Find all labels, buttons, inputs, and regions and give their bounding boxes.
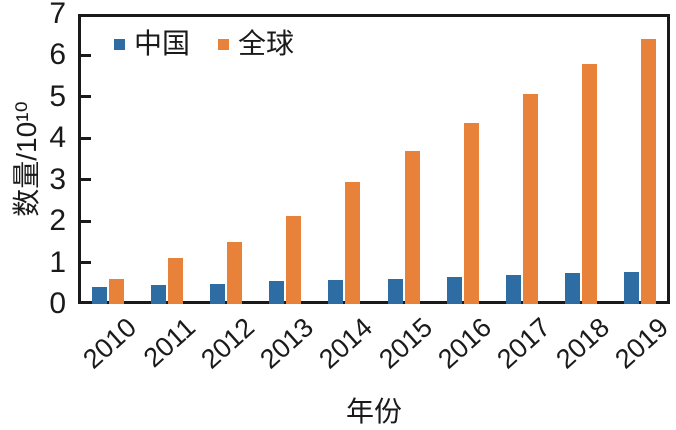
legend: 中国 全球 [114,28,294,60]
y-tick-label: 3 [49,162,66,196]
legend-swatch-china-icon [114,38,125,50]
bar-中国-2017 [506,274,521,304]
x-axis-label: 年份 [345,396,402,427]
y-tick-label: 6 [49,38,66,72]
bar-中国-2013 [269,281,285,304]
y-tick-label: 7 [49,0,66,30]
bar-中国-2015 [387,278,403,304]
bars-layer: 中国 全球 [78,14,670,304]
legend-swatch-global-icon [218,38,230,50]
x-tick-label-2014: 2014 [313,312,379,375]
legend-item-china: 中国 [114,28,190,60]
bar-全球-2012 [227,241,242,304]
bar-中国-2018 [565,273,581,304]
x-tick-label-2015: 2015 [372,312,438,375]
bar-中国-2016 [446,276,462,304]
x-tick-label-2017: 2017 [491,312,557,375]
y-tick-label: 2 [49,204,66,238]
bar-中国-2011 [150,285,166,304]
y-tick-label: 5 [49,79,66,113]
y-tick-mark [81,261,91,265]
y-tick-label: 1 [49,245,66,279]
x-tick-label-2011: 2011 [137,312,201,374]
y-tick-mark [81,136,91,140]
y-tick-mark [81,219,91,223]
bar-中国-2019 [624,271,640,304]
bar-全球-2015 [404,150,420,304]
x-tick-label-2018: 2018 [550,312,616,375]
y-tick-label: 0 [49,287,66,320]
bar-全球-2018 [582,63,598,304]
legend-label-china: 中国 [134,28,191,59]
bar-全球-2016 [463,123,479,304]
y-tick-mark [81,178,91,182]
y-tick-mark [81,95,91,99]
bar-全球-2011 [167,258,183,304]
x-tick-label-2012: 2012 [195,312,261,375]
x-tick-label-2016: 2016 [432,312,497,375]
legend-item-global: 全球 [218,28,294,60]
bar-中国-2012 [210,283,225,304]
bar-全球-2013 [286,215,302,304]
bar-中国-2014 [328,279,344,304]
legend-label-global: 全球 [238,28,295,59]
y-tick-mark [81,53,91,57]
bar-全球-2019 [641,38,657,304]
bar-全球-2014 [345,181,361,304]
y-axis-label: 数量/10¹⁰ [11,101,42,217]
bar-全球-2010 [108,279,124,304]
bar-中国-2010 [91,287,107,304]
plot-frame [78,14,670,304]
x-tick-label-2010: 2010 [76,312,142,375]
x-tick-label-2013: 2013 [254,312,320,375]
y-tick-label: 4 [49,121,66,155]
bar-全球-2017 [523,93,538,304]
x-tick-label-2019: 2019 [609,312,675,375]
